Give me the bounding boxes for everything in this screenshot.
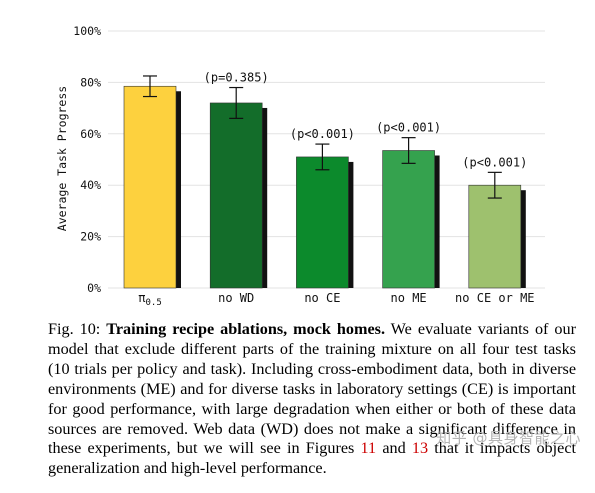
caption-text-2: and: [376, 439, 412, 458]
caption-label: Fig. 10:: [48, 320, 107, 338]
y-tick-label: 0%: [87, 281, 101, 295]
p-value-label: (p<0.001): [376, 121, 441, 135]
y-tick-label: 100%: [73, 24, 101, 38]
y-tick-label: 20%: [80, 230, 101, 244]
y-axis-label: Average Task Progress: [55, 86, 69, 231]
figure-ref-13[interactable]: 13: [411, 439, 429, 458]
bar: [468, 184, 522, 289]
y-tick-label: 80%: [80, 75, 101, 89]
caption-text-1: We evaluate variants of our model that e…: [48, 320, 576, 458]
x-tick-label: no CE or ME: [455, 291, 534, 305]
bar: [209, 102, 263, 289]
caption-text-3: that it impacts object generalization an…: [48, 439, 577, 478]
bar-chart: 0% 20% 40% 60% 80% 100% Average Task Progress π…: [55, 24, 545, 308]
figure-ref-11[interactable]: 11: [360, 439, 377, 458]
p-value-label: (p<0.001): [290, 127, 355, 141]
bar: [123, 85, 177, 289]
x-tick-label: no ME: [391, 291, 427, 305]
x-tick-label: π0.5: [138, 291, 162, 308]
caption-title: Training recipe ablations, mock homes.: [106, 320, 385, 338]
x-tick-label: no WD: [218, 291, 254, 305]
x-tick-label: no CE: [304, 291, 340, 305]
y-tick-label: 60%: [80, 127, 101, 141]
y-tick-label: 40%: [80, 178, 101, 192]
bar: [296, 156, 349, 289]
figure-caption: Fig. 10: Training recipe ablations, mock…: [48, 320, 576, 479]
p-value-label: (p=0.385): [204, 71, 269, 85]
p-value-label: (p<0.001): [462, 155, 527, 169]
bar: [382, 150, 435, 289]
watermark: 知乎 @具身智能之心: [436, 429, 581, 447]
